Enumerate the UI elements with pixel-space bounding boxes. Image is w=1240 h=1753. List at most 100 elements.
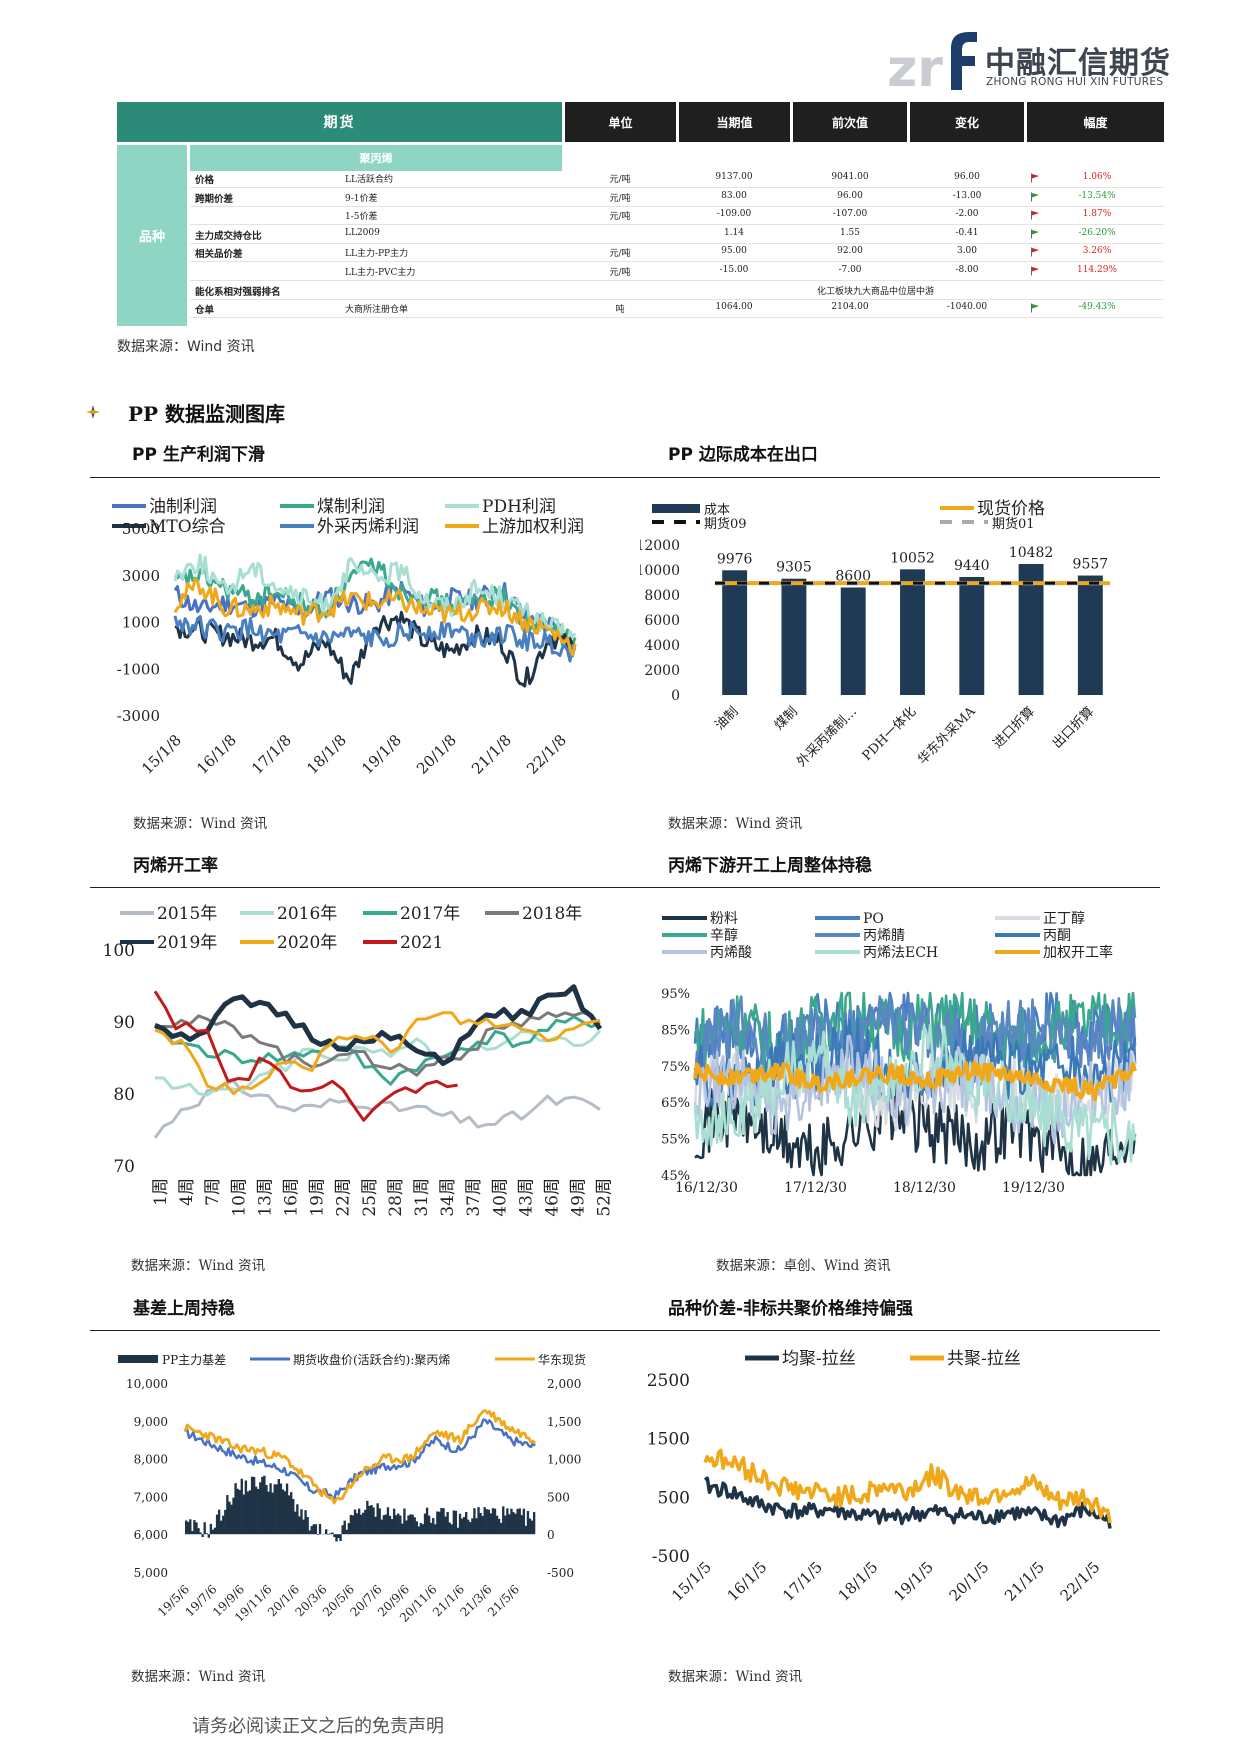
prop-xtick: 34周	[438, 1178, 458, 1217]
cost-bar-label: 9305	[776, 560, 812, 576]
basis-bar	[397, 1513, 400, 1535]
basis-ytick-right: 1,000	[547, 1453, 581, 1467]
basis-bar	[442, 1508, 445, 1535]
profit-xtick: 20/1/8	[413, 731, 460, 778]
basis-bar	[413, 1517, 416, 1535]
basis-bar	[310, 1526, 313, 1535]
basis-ytick-left: 6,000	[134, 1528, 168, 1542]
basis-bar	[341, 1525, 344, 1535]
basis-bar	[514, 1513, 517, 1535]
row-previous: 92.00	[837, 246, 863, 257]
row-contract: LL主力-PVC主力	[345, 268, 416, 278]
row-pct: -26.20%	[1078, 227, 1116, 238]
header-unit: 单位	[565, 102, 676, 142]
row-change: -1040.00	[946, 302, 988, 313]
cost-xtick: 外采丙烯制…	[794, 704, 860, 770]
source-spread: 数据来源：Wind 资讯	[668, 1669, 803, 1685]
basis-bar	[312, 1524, 316, 1535]
basis-bar	[329, 1533, 332, 1535]
basis-bar	[347, 1523, 351, 1535]
f01-legend-label: 期货01	[992, 516, 1035, 532]
cost-bar-label: 10052	[890, 550, 935, 566]
row-current: -15.00	[719, 265, 749, 275]
cost-bar	[1018, 563, 1044, 695]
futures-legend-label: 期货收盘价(活跃合约):聚丙烯	[293, 1352, 450, 1367]
basis-bar	[399, 1515, 402, 1535]
cost-xtick: 煤制	[772, 704, 801, 733]
prop-xtick: 25周	[360, 1178, 380, 1217]
basis-bar	[333, 1534, 336, 1538]
basis-bar	[477, 1507, 480, 1535]
basis-xtick: 21/5/6	[485, 1582, 522, 1619]
prop-xtick: 22周	[334, 1178, 354, 1217]
basis-bar	[471, 1518, 474, 1535]
basis-bar	[454, 1510, 458, 1535]
spread-ytick: 500	[658, 1488, 690, 1508]
basis-bar	[287, 1495, 291, 1535]
basis-bar	[368, 1505, 371, 1535]
basis-bar	[386, 1507, 390, 1535]
basis-bar	[232, 1497, 235, 1535]
basis-bar	[522, 1508, 526, 1535]
row-previous: 96.00	[837, 190, 863, 201]
prop-xtick: 52周	[595, 1178, 615, 1217]
basis-bar	[298, 1516, 301, 1535]
profit-xtick: 19/1/8	[358, 731, 405, 778]
basis-bar	[440, 1508, 443, 1535]
row-unit: 元/吨	[609, 175, 631, 185]
basis-bar	[207, 1534, 211, 1538]
prop-xtick: 4周	[177, 1178, 197, 1206]
basis-bar	[425, 1507, 429, 1535]
product-name: 聚丙烯	[190, 145, 562, 171]
row-divider	[190, 280, 1164, 281]
basis-bar	[411, 1514, 414, 1535]
basis-bar	[294, 1511, 297, 1535]
down-ytick: 55%	[661, 1133, 690, 1148]
prop-xtick: 16周	[282, 1178, 302, 1217]
basis-bar	[215, 1514, 219, 1535]
chart-title-propylene-rate: 丙烯开工率	[133, 856, 218, 876]
profit-chart: 油制利润 煤制利润 PDH利润 MTO综合 外采丙烯利润 上游加权利润 5000 3000 10…	[112, 497, 584, 778]
spread-ytick: 1500	[647, 1430, 690, 1450]
cost-legend-label: 成本	[704, 503, 730, 518]
basis-bar	[189, 1519, 192, 1535]
diamond-bullet-icon	[86, 405, 100, 419]
row-label: 价格	[195, 175, 215, 186]
spread-xtick: 17/1/5	[779, 1558, 826, 1605]
basis-bar	[279, 1483, 283, 1535]
spread-series-0	[703, 1476, 1112, 1529]
basis-bar	[261, 1476, 264, 1535]
basis-bar	[401, 1523, 404, 1535]
basis-bar	[205, 1533, 208, 1535]
basis-bar	[263, 1475, 266, 1535]
row-divider	[190, 187, 1164, 188]
basis-bar	[458, 1513, 462, 1535]
brand-name-en: ZHONG RONG HUI XIN FUTURES	[986, 76, 1164, 88]
cost-xtick: PDH一体化	[860, 704, 920, 764]
basis-bar	[530, 1520, 534, 1535]
basis-bar	[187, 1521, 190, 1535]
header-current: 当期值	[679, 102, 790, 142]
basis-bar	[374, 1516, 377, 1535]
profit-xtick: 15/1/8	[138, 731, 185, 778]
basis-bar	[349, 1514, 353, 1535]
profit-xtick: 16/1/8	[193, 731, 240, 778]
flag-icon	[1031, 247, 1039, 257]
basis-bar	[224, 1509, 227, 1535]
basis-bar	[362, 1512, 365, 1535]
down-legend-4-label: 丙烯腈	[863, 928, 905, 944]
basis-legend-swatch	[118, 1355, 158, 1363]
row-change: 3.00	[956, 246, 978, 257]
basis-bar	[493, 1508, 497, 1535]
down-series-0	[694, 1076, 1137, 1177]
basis-bar	[296, 1504, 299, 1535]
row-pct: -49.43%	[1078, 302, 1116, 313]
cost-bar-label: 10482	[1009, 545, 1054, 561]
profit-legend-0-label: 油制利润	[149, 497, 217, 517]
basis-bar	[318, 1523, 322, 1535]
down-legend-1-label: PO	[863, 911, 884, 927]
basis-bar	[271, 1492, 274, 1535]
basis-bar	[327, 1534, 330, 1535]
basis-ytick-right: 1,500	[547, 1415, 581, 1429]
source-downstream: 数据来源：卓创、Wind 资讯	[716, 1258, 891, 1274]
